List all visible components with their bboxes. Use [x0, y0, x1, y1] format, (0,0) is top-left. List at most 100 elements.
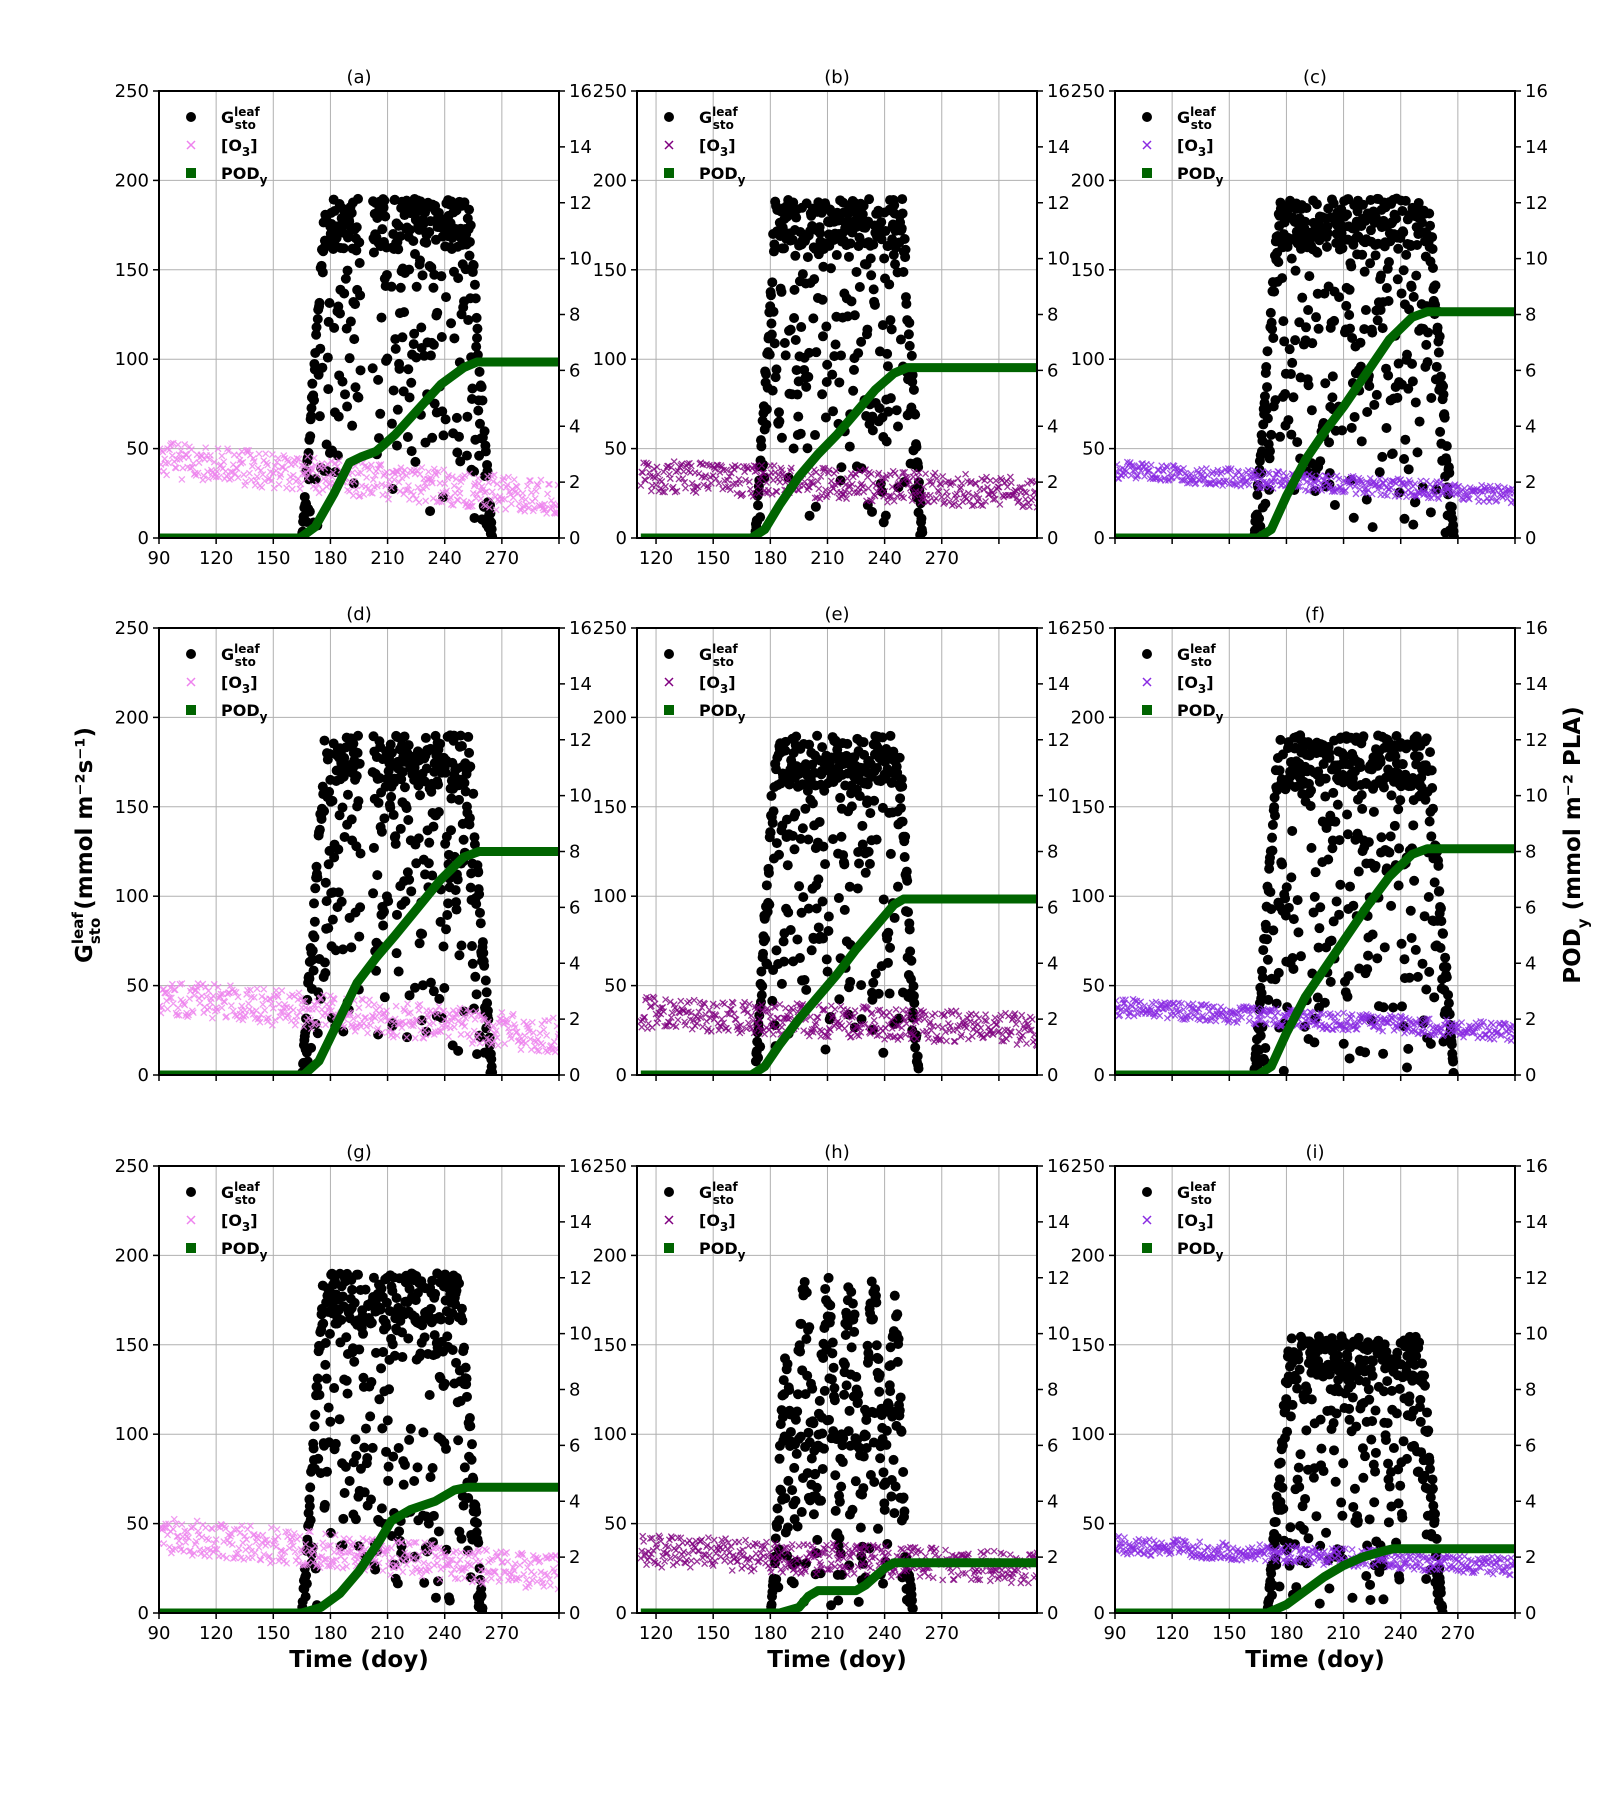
o3-point [1147, 461, 1155, 469]
o3-point [314, 480, 322, 488]
gsto-point [1267, 832, 1278, 843]
gsto-point [434, 993, 445, 1004]
o3-point [1019, 1031, 1027, 1039]
o3-point [307, 1025, 315, 1033]
gsto-point [342, 401, 353, 412]
o3-point [822, 486, 830, 494]
gsto-point [306, 410, 317, 421]
o3-point [230, 988, 238, 996]
gsto-point [1287, 357, 1298, 368]
o3-point [445, 1033, 452, 1041]
o3-point [980, 1033, 988, 1041]
gsto-point [464, 204, 475, 215]
o3-point [418, 464, 426, 471]
gsto-point [874, 403, 885, 414]
gsto-point [312, 1028, 323, 1039]
left-y-tick-label: 250 [1071, 81, 1105, 102]
gsto-point [306, 403, 317, 414]
gsto-point [473, 867, 484, 878]
gsto-point [1259, 391, 1270, 402]
o3-point [434, 468, 442, 476]
gsto-point [478, 947, 489, 958]
o3-point [684, 460, 691, 468]
legend-pod-marker [664, 168, 674, 178]
o3-point [267, 1000, 275, 1008]
o3-point [894, 481, 902, 489]
legend-label: Gleaf sto [699, 105, 738, 132]
o3-point [226, 982, 234, 990]
gsto-point [399, 731, 410, 742]
gsto-point [1425, 220, 1436, 231]
o3-point [534, 482, 542, 490]
left-y-tick-label: 50 [126, 439, 149, 460]
gsto-point [1279, 336, 1290, 347]
gsto-point [344, 353, 355, 364]
o3-point [300, 462, 308, 470]
gsto-point [839, 904, 850, 915]
gsto-point [908, 384, 919, 395]
o3-point [996, 500, 1004, 508]
gsto-point [417, 980, 428, 991]
o3-point [304, 453, 312, 461]
o3-point [533, 1046, 541, 1054]
o3-point [737, 1021, 745, 1029]
gsto-point [382, 353, 393, 364]
gsto-point [823, 911, 834, 922]
gsto-point [486, 1054, 497, 1065]
o3-point [256, 1018, 264, 1026]
left-y-tick-label: 150 [593, 797, 627, 818]
gsto-point [388, 809, 399, 820]
right-y-tick-label: 2 [569, 472, 580, 493]
gsto-point [324, 786, 335, 797]
gsto-point [1320, 773, 1331, 784]
o3-point [423, 483, 431, 491]
gsto-point [441, 292, 452, 303]
o3-point [847, 1033, 855, 1041]
gsto-point [792, 389, 803, 400]
o3-point [210, 980, 218, 988]
o3-point [844, 1006, 851, 1014]
gsto-point [800, 803, 811, 814]
gsto-point [917, 527, 928, 538]
o3-point [234, 474, 242, 482]
o3-point [168, 980, 176, 988]
gsto-point [906, 955, 917, 966]
gsto-point [410, 456, 421, 467]
o3-point [507, 1035, 515, 1042]
o3-point [989, 1030, 997, 1038]
o3-point [277, 1008, 285, 1016]
gsto-point [897, 194, 908, 205]
gsto-point [1290, 335, 1301, 346]
plot-area [159, 193, 559, 538]
gsto-point [471, 312, 482, 323]
o3-point [842, 1011, 850, 1018]
gsto-point [868, 977, 879, 988]
gsto-point [1360, 1047, 1371, 1058]
gsto-point [831, 250, 842, 261]
gsto-point [810, 501, 821, 512]
gsto-point [406, 446, 417, 457]
gsto-point [417, 928, 428, 939]
gsto-point [790, 334, 801, 345]
o3-point [1020, 502, 1028, 509]
o3-point [240, 471, 248, 479]
o3-point [214, 445, 222, 453]
gsto-point [1422, 357, 1433, 368]
o3-point [709, 1000, 717, 1008]
legend-label: Gleaf sto [221, 642, 260, 669]
gsto-point [797, 823, 808, 834]
gsto-point [1446, 501, 1457, 512]
o3-point [539, 1041, 547, 1049]
gsto-point [1269, 802, 1280, 813]
o3-point [927, 1026, 935, 1034]
gsto-point [804, 739, 815, 750]
o3-point [1022, 1017, 1030, 1025]
legend-label: [O3] [1177, 136, 1214, 159]
gsto-point [1264, 453, 1275, 464]
gsto-point [803, 834, 814, 845]
gsto-point [461, 450, 472, 461]
gsto-point [479, 426, 490, 437]
o3-point [651, 474, 659, 482]
o3-point [660, 1008, 668, 1016]
